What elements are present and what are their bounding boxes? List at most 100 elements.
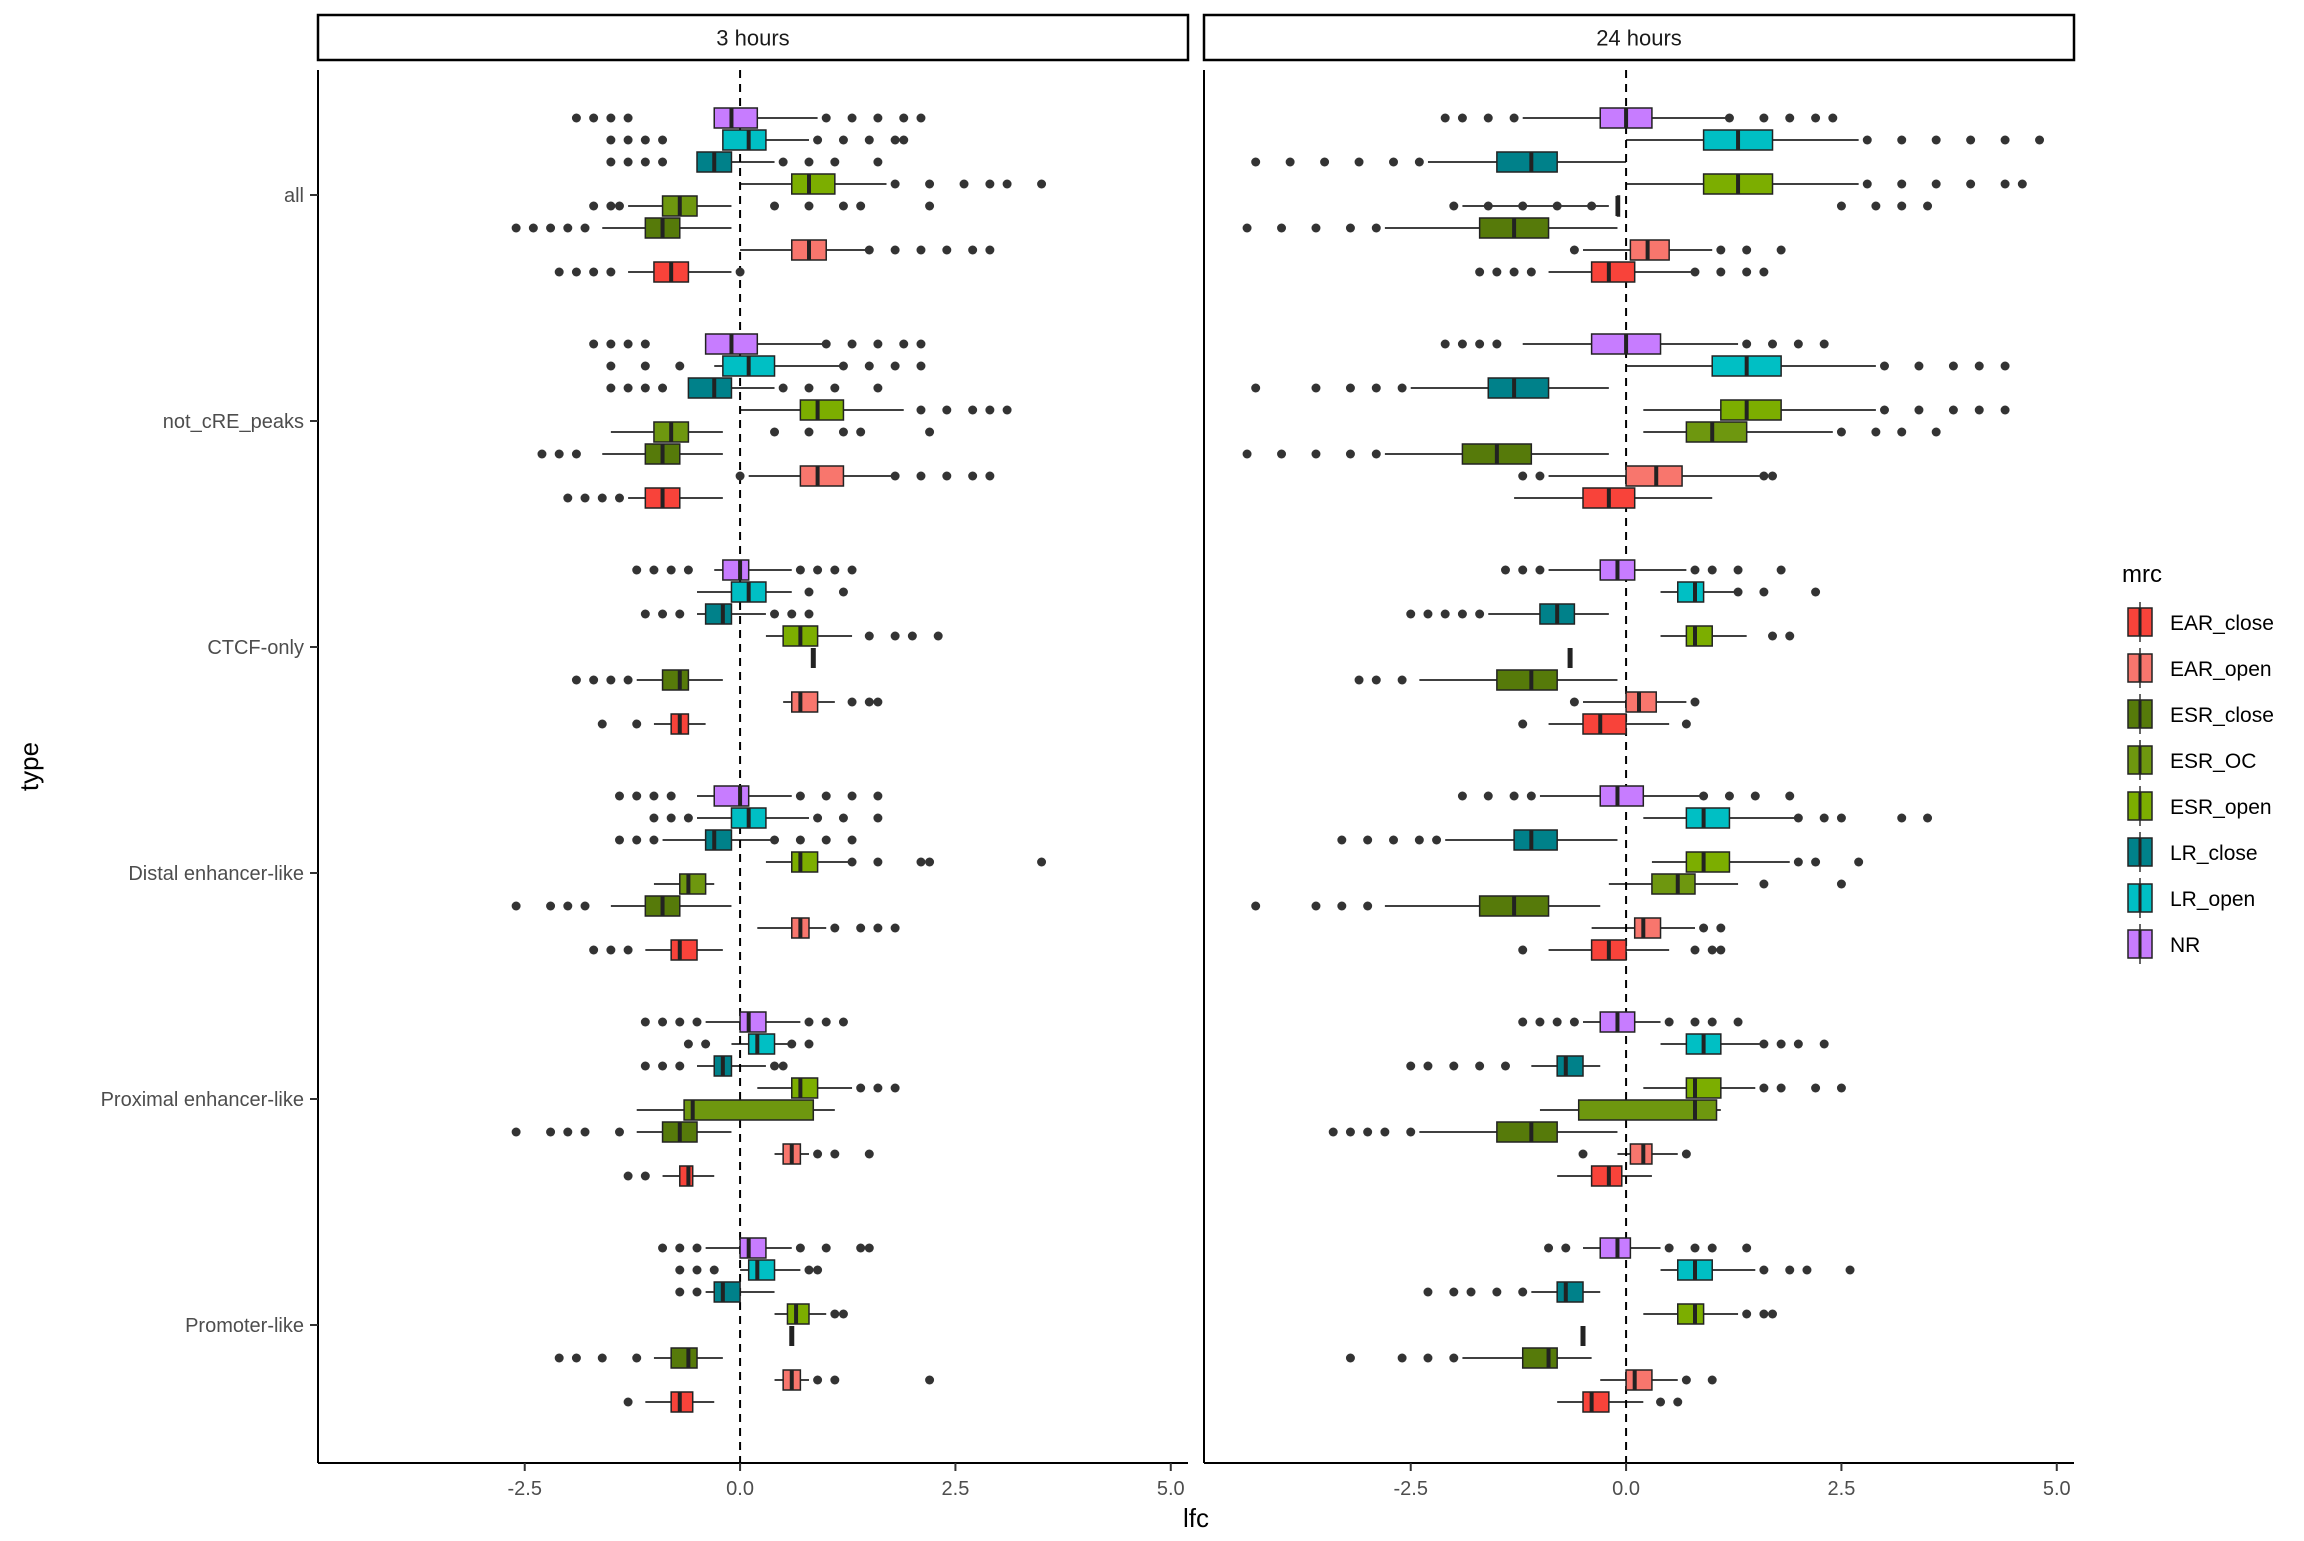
outlier-point: [1707, 1375, 1717, 1385]
box-body: [670, 1391, 694, 1413]
outlier-point: [606, 267, 616, 277]
outlier-point: [623, 675, 633, 685]
outlier-point: [658, 383, 668, 393]
outlier-point: [873, 1083, 883, 1093]
outlier-point: [770, 609, 780, 619]
outlier-point: [1923, 813, 1933, 823]
outlier-point: [821, 113, 831, 123]
x-tick-label: 2.5: [942, 1478, 970, 1500]
outlier-point: [606, 675, 616, 685]
outlier-point: [666, 791, 676, 801]
outlier-point: [1690, 1243, 1700, 1253]
outlier-point: [856, 1083, 866, 1093]
box-body: [786, 1303, 810, 1325]
outlier-point: [916, 471, 926, 481]
outlier-point: [1854, 857, 1864, 867]
outlier-point: [830, 923, 840, 933]
outlier-point: [813, 813, 823, 823]
outlier-point: [1337, 835, 1347, 845]
outlier-point: [1354, 675, 1364, 685]
outlier-point: [623, 1171, 633, 1181]
outlier-point: [683, 565, 693, 575]
outlier-point: [1389, 835, 1399, 845]
outlier-point: [873, 157, 883, 167]
outlier-point: [658, 157, 668, 167]
box-body: [739, 1237, 767, 1259]
outlier-point: [1535, 565, 1545, 575]
outlier-point: [804, 1039, 814, 1049]
outlier-point: [1724, 113, 1734, 123]
outlier-point: [554, 1353, 564, 1363]
outlier-point: [1923, 201, 1933, 211]
outlier-point: [2000, 135, 2010, 145]
outlier-point: [692, 1265, 702, 1275]
box-body: [1625, 691, 1657, 713]
outlier-point: [1879, 405, 1889, 415]
box-body: [704, 603, 733, 625]
facet-label: 3 hours: [716, 26, 789, 51]
outlier-point: [821, 835, 831, 845]
box-body: [1556, 1055, 1584, 1077]
outlier-point: [890, 179, 900, 189]
outlier-point: [899, 113, 909, 123]
outlier-point: [787, 1039, 797, 1049]
outlier-point: [916, 339, 926, 349]
outlier-point: [1785, 631, 1795, 641]
outlier-point: [571, 113, 581, 123]
outlier-point: [580, 1127, 590, 1137]
box-body: [1629, 1143, 1653, 1165]
outlier-point: [1509, 791, 1519, 801]
outlier-point: [1285, 157, 1295, 167]
outlier-point: [899, 135, 909, 145]
outlier-point: [658, 1017, 668, 1027]
outlier-point: [985, 245, 995, 255]
box-body: [670, 1347, 698, 1369]
outlier-point: [968, 471, 978, 481]
outlier-point: [692, 1287, 702, 1297]
outlier-point: [856, 1243, 866, 1253]
box-body: [713, 1281, 741, 1303]
outlier-point: [1836, 813, 1846, 823]
outlier-point: [1345, 223, 1355, 233]
outlier-point: [675, 1017, 685, 1027]
outlier-point: [778, 157, 788, 167]
outlier-point: [632, 835, 642, 845]
outlier-point: [2000, 179, 2010, 189]
outlier-point: [597, 719, 607, 729]
outlier-point: [804, 383, 814, 393]
outlier-point: [804, 201, 814, 211]
outlier-point: [1914, 361, 1924, 371]
outlier-point: [632, 1353, 642, 1363]
outlier-point: [1449, 1287, 1459, 1297]
outlier-point: [1707, 1017, 1717, 1027]
outlier-point: [1363, 1127, 1373, 1137]
outlier-point: [1681, 1375, 1691, 1385]
outlier-point: [830, 383, 840, 393]
outlier-point: [890, 923, 900, 933]
outlier-point: [606, 201, 616, 211]
outlier-point: [1931, 135, 1941, 145]
outlier-point: [1371, 449, 1381, 459]
outlier-point: [1345, 1127, 1355, 1137]
x-tick-label: 2.5: [1828, 1478, 1856, 1500]
outlier-point: [1002, 405, 1012, 415]
outlier-point: [1716, 245, 1726, 255]
outlier-point: [692, 1017, 702, 1027]
outlier-point: [1897, 179, 1907, 189]
outlier-point: [1750, 791, 1760, 801]
outlier-point: [838, 587, 848, 597]
outlier-point: [2000, 361, 2010, 371]
outlier-point: [1897, 427, 1907, 437]
outlier-point: [1518, 945, 1528, 955]
outlier-point: [606, 135, 616, 145]
outlier-point: [1673, 1397, 1683, 1407]
outlier-point: [864, 1243, 874, 1253]
outlier-point: [1759, 587, 1769, 597]
outlier-point: [1423, 609, 1433, 619]
outlier-point: [640, 1017, 650, 1027]
outlier-point: [804, 1265, 814, 1275]
outlier-point: [890, 361, 900, 371]
outlier-point: [770, 427, 780, 437]
legend-label: LR_close: [2170, 842, 2258, 865]
outlier-point: [589, 201, 599, 211]
